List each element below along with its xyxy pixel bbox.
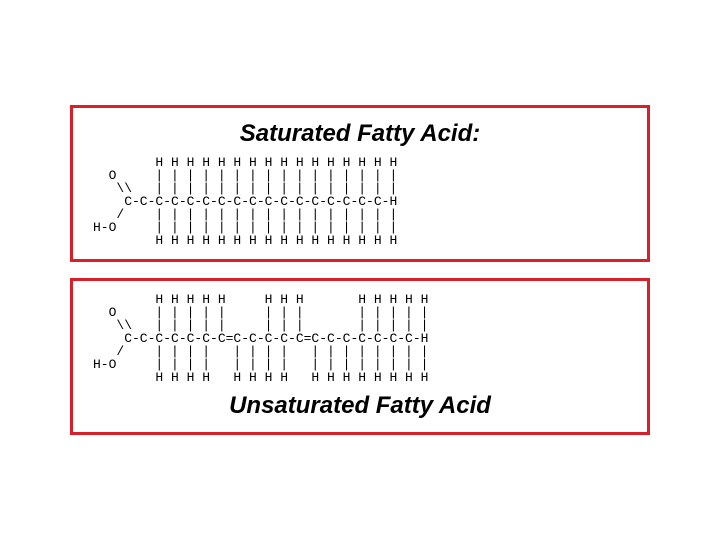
saturated-panel: Saturated Fatty Acid: H H H H H H H H H …	[70, 105, 650, 262]
saturated-title: Saturated Fatty Acid:	[89, 120, 631, 148]
unsaturated-title: Unsaturated Fatty Acid	[89, 392, 631, 420]
unsaturated-structure: H H H H H H H H H H H H H O | | | | | | …	[93, 293, 631, 384]
unsaturated-panel: H H H H H H H H H H H H H O | | | | | | …	[70, 278, 650, 435]
saturated-structure: H H H H H H H H H H H H H H H H O | | | …	[93, 156, 631, 247]
